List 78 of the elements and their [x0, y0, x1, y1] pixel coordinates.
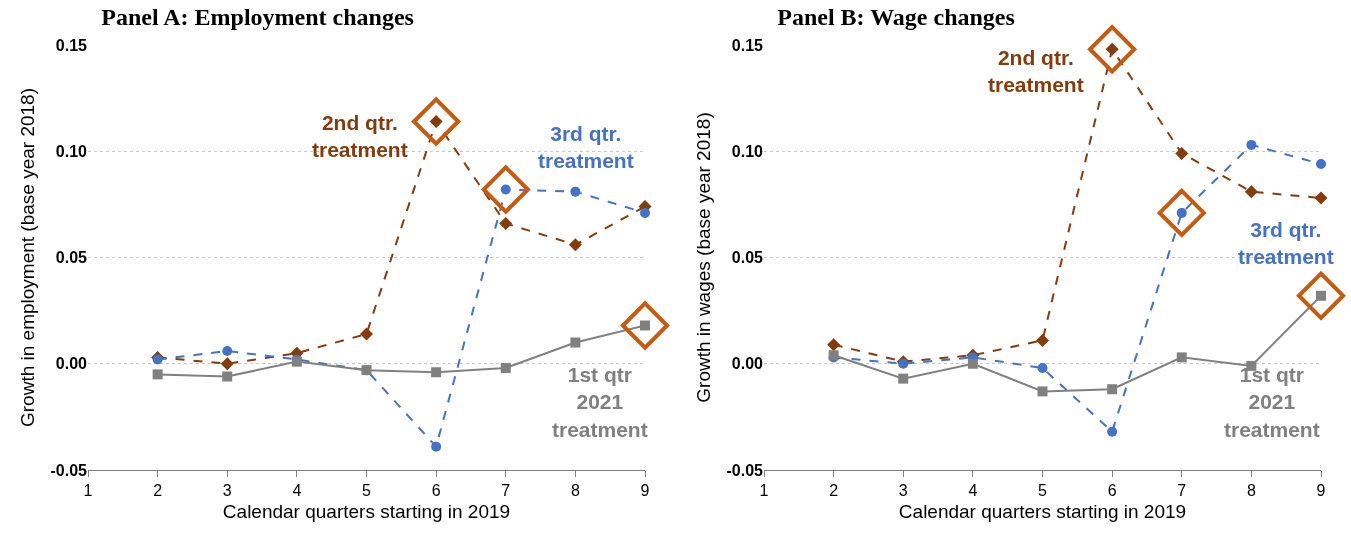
y-tick-label: 0.15 [55, 36, 88, 54]
x-tick-label: 5 [1038, 482, 1048, 500]
series-label: 2nd qtr. treatment [312, 111, 408, 162]
x-tick-label: 8 [570, 482, 580, 500]
point [620, 301, 670, 350]
point [499, 217, 513, 230]
y-axis-title: Growth in employment (base year 2018) [17, 88, 39, 427]
point [1316, 290, 1326, 301]
point [570, 337, 581, 348]
y-axis-title: Growth in wages (base year 2018) [693, 112, 715, 403]
x-tick-label: 4 [292, 482, 302, 500]
point [827, 338, 841, 352]
series-label: 1st qtr 2021 treatment [1224, 363, 1320, 441]
point [431, 367, 442, 378]
point [1036, 333, 1049, 347]
point [640, 320, 650, 331]
y-tick-label: 0.10 [731, 142, 764, 160]
point [500, 363, 511, 373]
x-tick-label: 3 [898, 482, 908, 500]
point [1316, 159, 1326, 169]
point [1088, 25, 1137, 74]
x-axis-title: Calendar quarters starting in 2019 [222, 501, 511, 522]
x-tick-label: 1 [83, 482, 93, 500]
y-tick-label: -0.05 [50, 461, 88, 479]
point [500, 184, 511, 195]
x-axis-title: Calendar quarters starting in 2019 [898, 501, 1187, 522]
point [152, 369, 163, 380]
point [412, 97, 461, 146]
point [1107, 384, 1118, 395]
y-tick-label: 0.00 [55, 355, 88, 373]
y-tick-label: 0.05 [731, 249, 764, 267]
x-tick-label: 6 [1107, 482, 1117, 500]
point [222, 346, 233, 356]
x-tick-label: 7 [1177, 482, 1187, 500]
x-tick-label: 4 [968, 482, 978, 500]
y-tick-label: 0.05 [55, 249, 88, 267]
point [967, 358, 978, 369]
point [481, 165, 530, 214]
point [1244, 185, 1258, 199]
x-tick-label: 5 [362, 482, 372, 500]
point [1296, 271, 1346, 320]
point [1314, 191, 1328, 205]
text: 3rd qtr. treatment [1238, 218, 1334, 269]
point [1037, 363, 1048, 373]
point [431, 441, 442, 452]
point [1176, 207, 1187, 218]
point [220, 357, 234, 371]
point [898, 373, 909, 384]
y-tick-label: 0.15 [731, 36, 764, 54]
y-tick-label: 0.00 [731, 355, 764, 373]
x-tick-label: 6 [431, 482, 441, 500]
point [568, 238, 582, 252]
point [1175, 146, 1189, 160]
point [1176, 352, 1187, 363]
x-tick-label: 2 [153, 482, 163, 500]
series-label: 1st qtr 2021 treatment [552, 363, 648, 441]
x-tick-label: 9 [640, 482, 650, 500]
x-tick-label: 1 [759, 482, 769, 500]
x-tick-label: 2 [829, 482, 839, 500]
point [570, 186, 581, 197]
point [222, 371, 233, 382]
x-tick-label: 7 [501, 482, 511, 500]
y-tick-label: -0.05 [726, 461, 764, 479]
x-tick-label: 3 [222, 482, 232, 500]
point [360, 327, 373, 341]
series-label: 2nd qtr. treatment [988, 46, 1084, 97]
point [640, 207, 650, 218]
y-tick-label: 0.10 [55, 142, 88, 160]
point [1107, 426, 1118, 437]
point [1157, 188, 1206, 237]
series-label: 3rd qtr. treatment [538, 122, 634, 173]
x-tick-label: 8 [1246, 482, 1256, 500]
point [152, 354, 163, 365]
x-tick-label: 9 [1316, 482, 1326, 500]
point [1037, 386, 1048, 397]
point [1246, 139, 1257, 150]
chart-title: Panel B: Wage changes [777, 3, 1015, 30]
chart-title: Panel A: Employment changes [101, 3, 414, 30]
